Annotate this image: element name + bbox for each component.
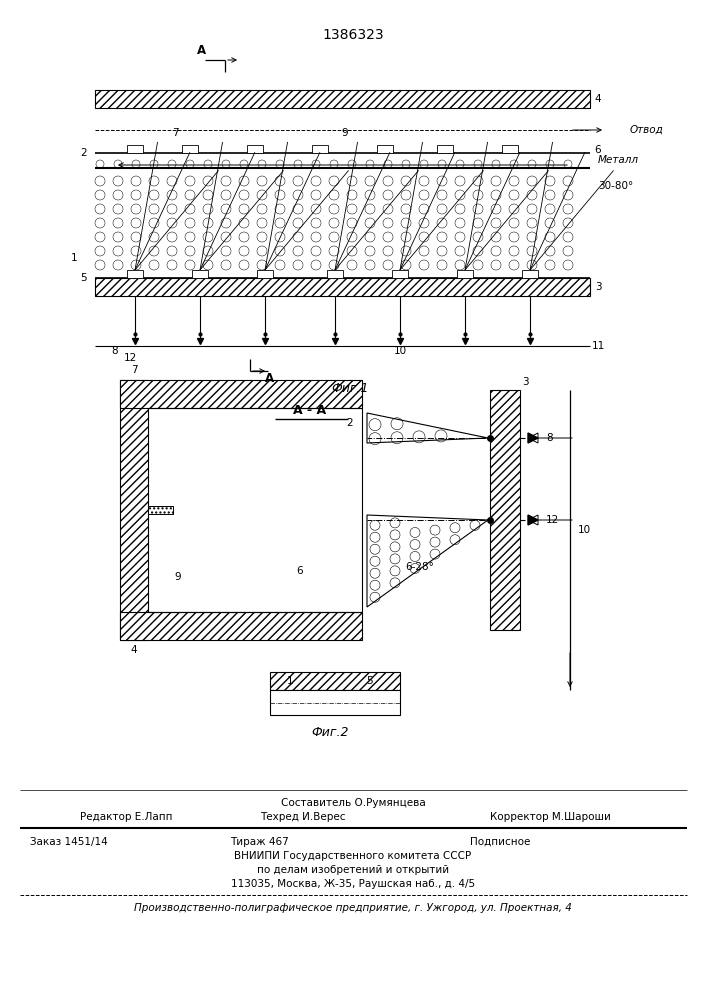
Text: 4: 4	[131, 645, 137, 655]
Text: 8: 8	[546, 433, 553, 443]
Text: 10: 10	[393, 346, 407, 356]
Text: 5: 5	[367, 676, 373, 686]
Bar	[457, 270, 473, 278]
Bar	[182, 145, 198, 153]
Text: по делам изобретений и открытий: по делам изобретений и открытий	[257, 865, 449, 875]
Text: Техред И.Верес: Техред И.Верес	[260, 812, 346, 822]
Text: 12: 12	[546, 515, 559, 525]
Text: 6: 6	[297, 566, 303, 576]
Text: 7: 7	[131, 365, 137, 375]
Bar	[377, 145, 393, 153]
Bar	[502, 145, 518, 153]
Bar	[192, 270, 208, 278]
Text: А: А	[265, 372, 274, 385]
Polygon shape	[528, 515, 538, 525]
Text: ВНИИПИ Государственного комитета СССР: ВНИИПИ Государственного комитета СССР	[235, 851, 472, 861]
Text: Редактор Е.Лапп: Редактор Е.Лапп	[80, 812, 173, 822]
Text: 7: 7	[172, 128, 178, 138]
Text: 9: 9	[175, 572, 181, 582]
Text: Тираж 467: Тираж 467	[230, 837, 288, 847]
Text: А - А: А - А	[293, 404, 327, 418]
Bar	[127, 145, 143, 153]
Text: 1: 1	[71, 253, 77, 263]
Bar	[257, 270, 273, 278]
Bar	[120, 380, 362, 408]
Bar	[437, 145, 453, 153]
Text: Составитель О.Румянцева: Составитель О.Румянцева	[281, 798, 426, 808]
Text: 10: 10	[578, 525, 591, 535]
Text: 6: 6	[595, 145, 602, 155]
Text: Отвод: Отвод	[630, 125, 664, 135]
Text: 3: 3	[522, 377, 528, 387]
Bar	[127, 270, 143, 278]
Text: Корректор М.Шароши: Корректор М.Шароши	[490, 812, 611, 822]
Text: 1386323: 1386323	[322, 28, 384, 42]
Bar	[95, 90, 590, 108]
Bar	[270, 672, 400, 690]
Text: 6-28°: 6-28°	[406, 562, 434, 572]
Text: Заказ 1451/14: Заказ 1451/14	[30, 837, 107, 847]
Text: Подписное: Подписное	[470, 837, 530, 847]
Polygon shape	[528, 433, 538, 443]
Bar	[148, 506, 173, 514]
Text: Производственно-полиграфическое предприятие, г. Ужгород, ул. Проектная, 4: Производственно-полиграфическое предприя…	[134, 903, 572, 913]
Text: Металл: Металл	[598, 155, 639, 165]
Text: 12: 12	[124, 353, 136, 363]
Text: Фиг.1: Фиг.1	[332, 382, 369, 395]
Text: 11: 11	[591, 341, 604, 351]
Bar	[312, 145, 328, 153]
Text: Фиг.2: Фиг.2	[311, 726, 349, 740]
Text: 3: 3	[595, 282, 602, 292]
Text: 1: 1	[286, 676, 293, 686]
Text: 4: 4	[595, 94, 602, 104]
Text: 113035, Москва, Ж-35, Раушская наб., д. 4/5: 113035, Москва, Ж-35, Раушская наб., д. …	[231, 879, 475, 889]
Bar	[327, 270, 343, 278]
Bar	[120, 612, 362, 640]
Text: 8: 8	[112, 346, 118, 356]
Text: 5: 5	[81, 273, 87, 283]
Text: А: А	[197, 43, 206, 56]
Text: 9: 9	[341, 128, 349, 138]
Text: 2: 2	[81, 148, 87, 158]
Bar	[247, 145, 263, 153]
Bar	[392, 270, 408, 278]
Text: 2: 2	[346, 418, 354, 428]
Bar	[95, 278, 590, 296]
Bar	[120, 380, 148, 640]
Bar	[490, 390, 520, 630]
Text: 30-80°: 30-80°	[598, 181, 633, 191]
Bar	[522, 270, 538, 278]
Bar	[270, 690, 400, 715]
